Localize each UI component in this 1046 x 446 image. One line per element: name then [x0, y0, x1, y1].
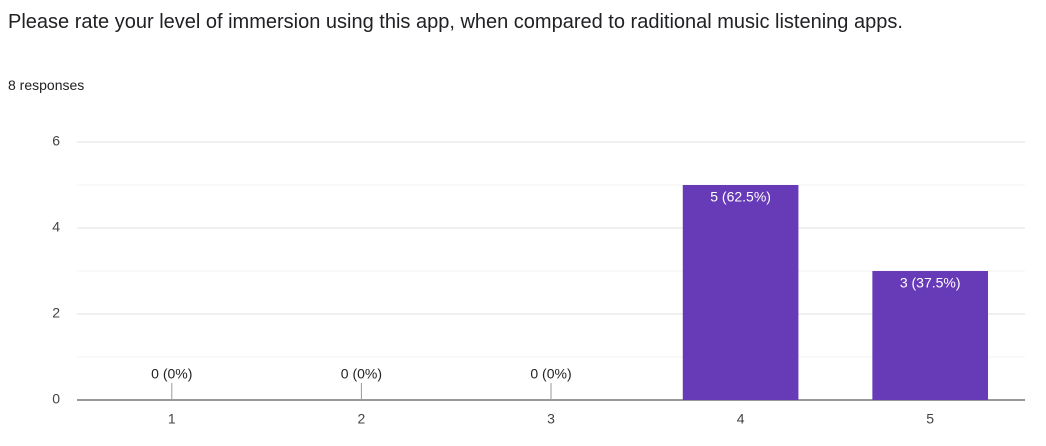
value-label: 5 (62.5%)	[710, 189, 771, 205]
chart-title: Please rate your level of immersion usin…	[8, 11, 903, 33]
value-label: 0 (0%)	[151, 366, 192, 382]
y-tick-label: 0	[52, 391, 60, 407]
y-tick-label: 2	[52, 305, 60, 321]
y-tick-label: 4	[52, 219, 60, 235]
value-label: 0 (0%)	[341, 366, 382, 382]
x-tick-label: 1	[168, 411, 176, 427]
x-tick-label: 3	[547, 411, 555, 427]
bar	[682, 185, 799, 400]
chart-subtitle: 8 responses	[8, 77, 85, 93]
y-tick-label: 6	[52, 133, 60, 149]
x-tick-label: 5	[926, 411, 934, 427]
x-tick-label: 4	[737, 411, 745, 427]
bar	[872, 271, 989, 400]
value-label: 0 (0%)	[530, 366, 571, 382]
x-tick-label: 2	[358, 411, 366, 427]
value-label: 3 (37.5%)	[900, 275, 961, 291]
